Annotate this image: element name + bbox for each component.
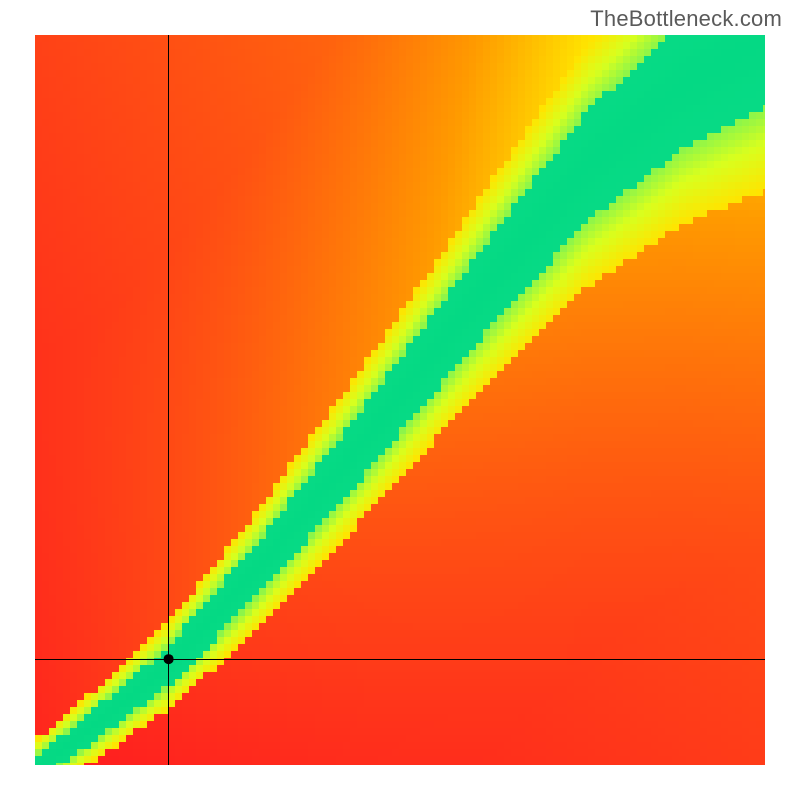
crosshair-horizontal (35, 659, 765, 660)
crosshair-vertical (168, 35, 169, 765)
heatmap-plot (35, 35, 765, 765)
watermark-text: TheBottleneck.com (590, 6, 782, 32)
heatmap-canvas (35, 35, 765, 765)
